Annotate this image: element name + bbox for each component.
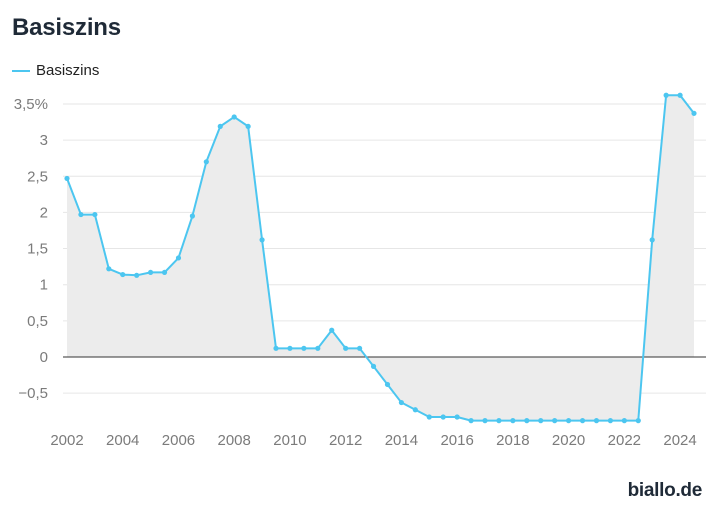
data-point-26[interactable] <box>426 414 432 420</box>
data-point-45[interactable] <box>691 110 697 116</box>
x-tick-label-5: 2012 <box>329 432 362 449</box>
data-point-44[interactable] <box>677 92 683 98</box>
data-point-21[interactable] <box>357 345 363 351</box>
x-tick-label-10: 2022 <box>608 432 641 449</box>
data-point-9[interactable] <box>189 213 195 219</box>
data-point-25[interactable] <box>412 407 418 413</box>
x-tick-labels: 2002 2004 2006 2008 2010 2012 2014 2016 2018 2020… <box>50 432 696 449</box>
x-tick-label-7: 2016 <box>440 432 473 449</box>
data-point-4[interactable] <box>120 271 126 278</box>
legend[interactable]: Basiszins <box>12 62 99 79</box>
x-tick-label-0: 2002 <box>50 432 83 449</box>
data-point-39[interactable] <box>607 418 614 424</box>
data-point-32[interactable] <box>510 418 516 424</box>
y-tick-label-6: 2,5 <box>27 168 48 185</box>
data-point-22[interactable] <box>370 363 377 369</box>
data-point-38[interactable] <box>593 418 600 424</box>
data-point-43[interactable] <box>663 92 669 98</box>
data-point-24[interactable] <box>398 399 404 406</box>
data-point-41[interactable] <box>635 418 641 424</box>
data-point-37[interactable] <box>579 418 586 424</box>
data-point-11[interactable] <box>217 123 223 129</box>
data-point-3[interactable] <box>106 266 112 272</box>
data-point-5[interactable] <box>134 272 140 278</box>
x-tick-label-4: 2010 <box>273 432 306 449</box>
legend-label: Basiszins <box>36 62 100 79</box>
data-point-13[interactable] <box>245 123 251 129</box>
data-point-36[interactable] <box>566 418 572 424</box>
x-tick-label-11: 2024 <box>663 432 696 449</box>
data-point-10[interactable] <box>203 159 209 165</box>
data-point-40[interactable] <box>621 418 627 424</box>
x-tick-label-6: 2014 <box>385 432 418 449</box>
y-tick-label-4: 1,5 <box>27 241 48 258</box>
data-point-42[interactable] <box>649 237 655 243</box>
area-fill-path <box>67 95 694 421</box>
data-point-29[interactable] <box>468 418 474 424</box>
y-tick-label-8: 3,5% <box>14 96 48 113</box>
x-tick-label-2: 2006 <box>162 432 195 449</box>
data-point-34[interactable] <box>538 418 544 424</box>
data-point-7[interactable] <box>161 269 168 276</box>
data-point-27[interactable] <box>440 414 446 420</box>
data-point-1[interactable] <box>78 211 84 218</box>
data-point-18[interactable] <box>315 345 321 351</box>
data-point-8[interactable] <box>175 255 182 261</box>
x-tick-label-9: 2020 <box>552 432 585 449</box>
data-point-31[interactable] <box>496 418 502 424</box>
legend-line-swatch <box>12 69 30 72</box>
y-tick-label-2: 0,5 <box>27 313 48 330</box>
chart-title: Basiszins <box>12 14 121 41</box>
x-tick-label-3: 2008 <box>218 432 251 449</box>
y-tick-label-1: 0 <box>40 349 48 366</box>
brand-logo: biallo.de <box>627 480 703 501</box>
data-point-16[interactable] <box>287 345 293 351</box>
data-point-20[interactable] <box>343 345 349 351</box>
series-points <box>64 92 697 424</box>
data-point-2[interactable] <box>92 211 98 218</box>
data-point-33[interactable] <box>524 418 530 424</box>
series-line-basiszins <box>66 94 695 422</box>
x-tick-label-8: 2018 <box>496 432 529 449</box>
data-point-23[interactable] <box>384 381 391 388</box>
data-point-28[interactable] <box>454 414 460 420</box>
y-tick-label-5: 2 <box>40 204 48 221</box>
data-point-19[interactable] <box>329 327 335 333</box>
data-point-15[interactable] <box>273 345 279 351</box>
data-point-0[interactable] <box>64 175 70 182</box>
data-point-17[interactable] <box>301 345 307 351</box>
data-point-30[interactable] <box>482 418 488 424</box>
data-point-35[interactable] <box>552 418 558 424</box>
data-point-14[interactable] <box>259 237 265 243</box>
x-tick-label-1: 2004 <box>106 432 139 449</box>
data-point-6[interactable] <box>148 269 154 276</box>
y-tick-labels: −0,5 0 0,5 1 1,5 2 2,5 3 3,5% <box>14 96 48 402</box>
y-tick-label-3: 1 <box>40 277 48 294</box>
data-point-12[interactable] <box>231 114 237 120</box>
y-tick-label-0: −0,5 <box>18 385 48 402</box>
series-line <box>66 94 695 422</box>
y-tick-label-7: 3 <box>40 132 48 149</box>
area-fill <box>67 95 694 421</box>
